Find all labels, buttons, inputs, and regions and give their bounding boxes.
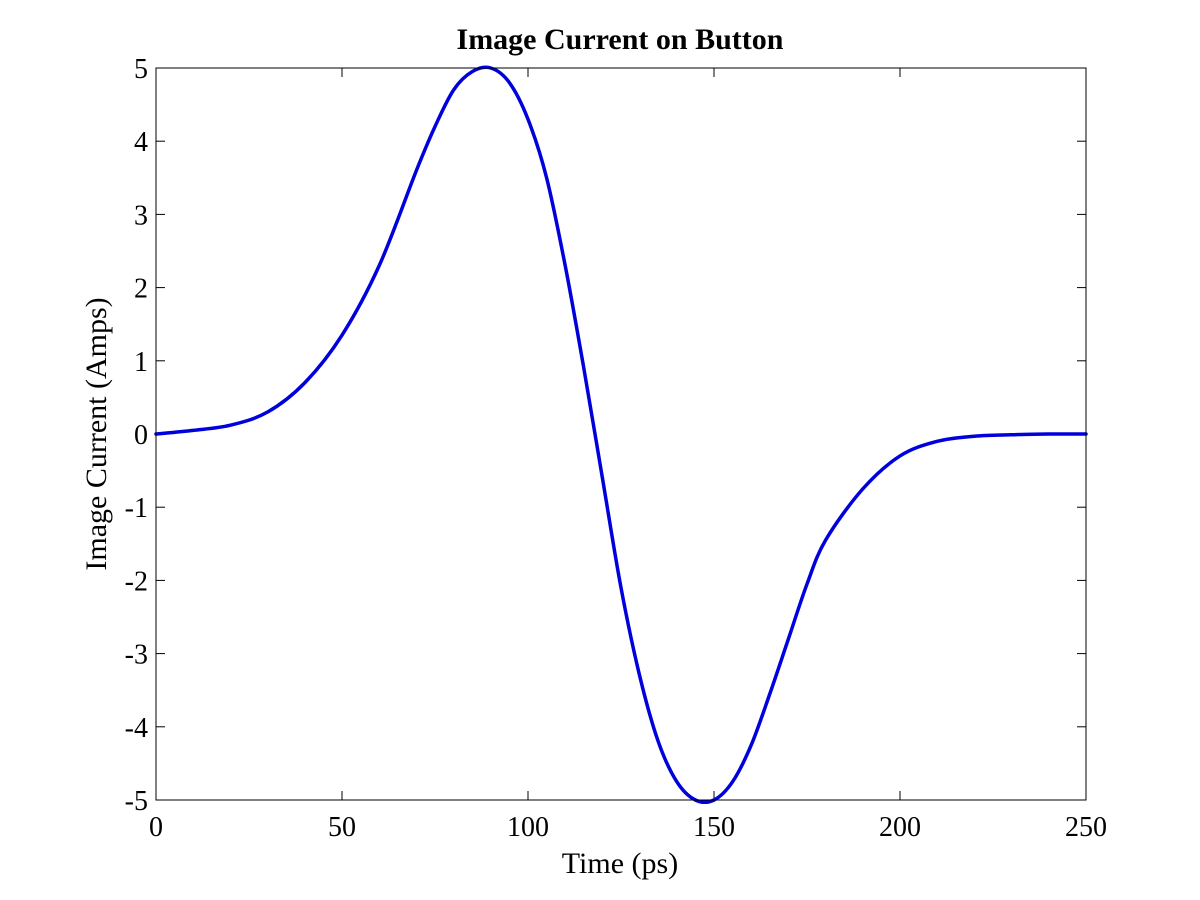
x-tick-labels: 0 50 100 150 200 250 xyxy=(149,812,1107,843)
y-tick-label: 5 xyxy=(134,54,148,85)
y-tick-label: 4 xyxy=(134,127,148,158)
y-tick-label: -4 xyxy=(125,713,148,744)
y-tick-labels: 5 4 3 2 1 0 -1 -2 -3 -4 -5 xyxy=(125,54,148,817)
plot-frame xyxy=(155,67,1087,801)
y-tick-label: 3 xyxy=(134,200,148,231)
series-layer xyxy=(154,65,1088,805)
y-axis-label: Image Current (Amps) xyxy=(80,297,113,570)
y-tick-label: -5 xyxy=(125,786,148,817)
y-tick-label: -1 xyxy=(125,493,148,524)
x-tick-label: 250 xyxy=(1065,812,1107,843)
series-line xyxy=(154,65,1088,805)
y-tick-label: 2 xyxy=(134,274,148,305)
y-tick-label: 1 xyxy=(134,347,148,378)
x-tick-label: 100 xyxy=(507,812,549,843)
chart-title: Image Current on Button xyxy=(457,23,784,56)
x-tick-label: 150 xyxy=(693,812,735,843)
x-tick-label: 0 xyxy=(149,812,163,843)
x-tick-label: 200 xyxy=(879,812,921,843)
y-tick-label: 0 xyxy=(134,420,148,451)
x-tick-label: 50 xyxy=(328,812,356,843)
plot-area xyxy=(156,68,1086,800)
y-tick-label: -2 xyxy=(125,566,148,597)
y-tick-label: -3 xyxy=(125,640,148,671)
x-axis-label: Time (ps) xyxy=(562,847,678,880)
